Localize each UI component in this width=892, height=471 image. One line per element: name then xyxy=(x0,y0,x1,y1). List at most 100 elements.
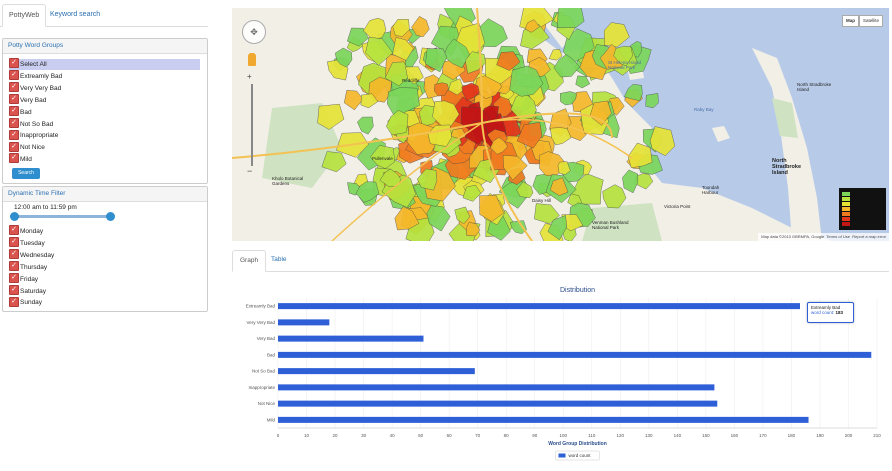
heatmap-cell[interactable] xyxy=(466,222,481,237)
zoom-out-button[interactable]: − xyxy=(247,166,253,176)
heatmap-cell[interactable] xyxy=(559,91,577,106)
bar[interactable] xyxy=(278,416,809,423)
heatmap-cell[interactable] xyxy=(645,93,659,109)
heatmap-cell[interactable] xyxy=(343,89,364,111)
heatmap-cell[interactable] xyxy=(462,184,482,202)
heatmap-cell[interactable] xyxy=(426,204,451,232)
word-group-checkbox-row[interactable]: ✓ Extreamly Bad xyxy=(9,70,62,82)
tab-graph[interactable]: Graph xyxy=(232,250,267,272)
checkbox-checked-icon[interactable]: ✓ xyxy=(9,272,19,283)
map-type-map-button[interactable]: Map xyxy=(842,15,859,27)
word-group-checkbox-row[interactable]: ✓ Very Bad xyxy=(9,93,46,106)
bar[interactable] xyxy=(278,319,330,326)
heatmap-cell[interactable] xyxy=(589,100,612,126)
pan-control[interactable]: ✥ xyxy=(242,20,266,44)
zoom-in-button[interactable]: + xyxy=(247,72,252,81)
heatmap-cell[interactable] xyxy=(649,126,676,157)
time-slider-end-handle[interactable] xyxy=(106,212,115,221)
heatmap-cell[interactable] xyxy=(524,19,540,33)
checkbox-checked-icon[interactable]: ✓ xyxy=(9,117,19,128)
heatmap-cell[interactable] xyxy=(496,51,521,71)
heatmap-cell[interactable] xyxy=(392,37,414,61)
heatmap-cell[interactable] xyxy=(623,83,643,102)
tab-keyword-search[interactable]: Keyword search xyxy=(50,11,101,18)
checkbox-checked-icon[interactable]: ✓ xyxy=(9,153,19,164)
report-error-link[interactable]: Report a map error xyxy=(852,234,886,239)
heatmap-cell[interactable] xyxy=(425,48,448,73)
time-slider-start-handle[interactable] xyxy=(10,212,19,221)
heatmap-cell[interactable] xyxy=(603,22,630,48)
day-checkbox-row[interactable]: ✓ Thursday xyxy=(9,260,47,273)
heatmap-cell[interactable] xyxy=(454,206,471,224)
street-view-icon[interactable] xyxy=(248,53,256,66)
heatmap-cell[interactable] xyxy=(448,78,465,96)
heatmap-cell[interactable] xyxy=(575,75,591,89)
heatmap-cell[interactable] xyxy=(509,65,544,97)
heatmap-cell[interactable] xyxy=(548,48,563,61)
checkbox-checked-icon[interactable]: ✓ xyxy=(9,249,19,260)
heatmap-cell[interactable] xyxy=(355,181,380,203)
heatmap-cell[interactable] xyxy=(365,36,394,66)
bar[interactable] xyxy=(278,400,718,407)
checkbox-checked-icon[interactable]: ✓ xyxy=(9,296,19,307)
heatmap-cell[interactable] xyxy=(357,116,374,135)
day-checkbox-row[interactable]: ✓ Friday xyxy=(9,272,38,285)
heatmap-cell[interactable] xyxy=(516,122,543,149)
word-group-checkbox-row[interactable]: ✓ Inappropriate xyxy=(9,129,58,141)
heatmap-cell[interactable] xyxy=(549,177,569,196)
word-group-checkbox-row[interactable]: ✓ Mild xyxy=(9,153,32,165)
checkbox-checked-icon[interactable]: ✓ xyxy=(9,58,19,69)
day-checkbox-row[interactable]: ✓ Monday xyxy=(9,225,43,237)
word-group-checkbox-row[interactable]: ✓ Not Nice xyxy=(9,141,45,153)
day-checkbox-row[interactable]: ✓ Saturday xyxy=(9,284,46,297)
checkbox-checked-icon[interactable]: ✓ xyxy=(9,93,19,104)
day-checkbox-row[interactable]: ✓ Tuesday xyxy=(9,237,45,249)
heatmap-cell[interactable] xyxy=(360,93,379,109)
map-type-satellite-button[interactable]: Satellite xyxy=(859,15,884,27)
checkbox-checked-icon[interactable]: ✓ xyxy=(9,225,19,236)
day-checkbox-row[interactable]: ✓ Wednesday xyxy=(9,249,54,261)
tab-pottyweb[interactable]: PottyWeb xyxy=(2,4,47,27)
heatmap-cell[interactable] xyxy=(405,66,424,85)
checkbox-checked-icon[interactable]: ✓ xyxy=(9,141,19,152)
heatmap-cell[interactable] xyxy=(550,127,572,146)
checkbox-checked-icon[interactable]: ✓ xyxy=(9,284,19,295)
heatmap-cell[interactable] xyxy=(602,184,627,209)
word-group-checkbox-row[interactable]: ✓ Very Very Bad xyxy=(9,82,61,94)
heatmap-cell[interactable] xyxy=(490,137,508,155)
heatmap-cell[interactable] xyxy=(510,92,537,121)
heatmap-cell[interactable] xyxy=(622,169,639,194)
bar[interactable] xyxy=(278,303,800,310)
zoom-slider[interactable] xyxy=(251,84,253,166)
checkbox-checked-icon[interactable]: ✓ xyxy=(9,82,19,93)
heatmap-cell[interactable] xyxy=(479,195,504,222)
heatmap-cell[interactable] xyxy=(443,38,470,69)
heatmap-cell[interactable] xyxy=(571,173,604,205)
word-group-checkbox-row[interactable]: ✓ Not So Bad xyxy=(9,117,53,130)
heatmap-cell[interactable] xyxy=(317,103,345,130)
bar[interactable] xyxy=(278,384,715,391)
checkbox-checked-icon[interactable]: ✓ xyxy=(9,105,19,116)
heatmap-cell[interactable] xyxy=(534,203,560,225)
heatmap-cell[interactable] xyxy=(516,181,534,199)
heatmap-cell[interactable] xyxy=(411,16,430,38)
heatmap-cell[interactable] xyxy=(509,220,527,234)
heatmap-cell[interactable] xyxy=(434,82,449,97)
checkbox-checked-icon[interactable]: ✓ xyxy=(9,260,19,271)
heatmap-cell[interactable] xyxy=(613,45,633,67)
map-view[interactable]: ✥ + − Map Satellite St Helena Island Nat… xyxy=(232,8,889,241)
heatmap-cell[interactable] xyxy=(502,154,528,181)
heatmap-cell[interactable] xyxy=(557,161,571,175)
heatmap-cell[interactable] xyxy=(386,110,409,136)
heatmap-cell[interactable] xyxy=(392,19,410,37)
tab-table[interactable]: Table xyxy=(271,256,287,263)
checkbox-checked-icon[interactable]: ✓ xyxy=(9,237,19,248)
bar[interactable] xyxy=(278,335,424,342)
heatmap-cell[interactable] xyxy=(321,151,347,173)
heatmap-cell[interactable] xyxy=(416,168,438,191)
bar[interactable] xyxy=(278,351,872,358)
heatmap-cell[interactable] xyxy=(627,142,653,169)
checkbox-checked-icon[interactable]: ✓ xyxy=(9,129,19,140)
heatmap-cell[interactable] xyxy=(563,28,595,65)
word-group-checkbox-row[interactable]: ✓ Select All xyxy=(9,58,200,70)
